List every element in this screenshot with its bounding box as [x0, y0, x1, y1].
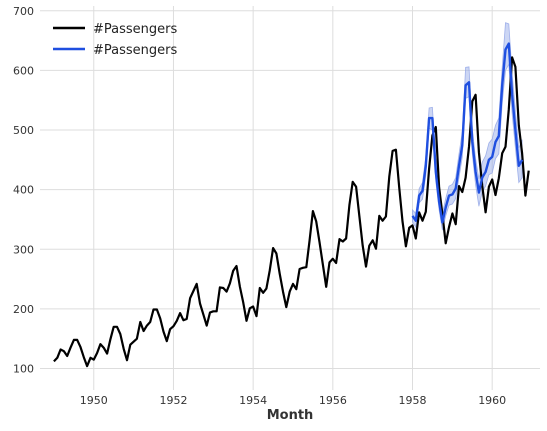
x-axis-ticks: 1950 1952 1954 1956 1958 1960: [80, 394, 506, 407]
y-tick-label: 100: [13, 363, 34, 376]
series-line-observed: [53, 56, 530, 368]
y-tick-label: 200: [13, 303, 34, 316]
x-tick-label: 1960: [478, 394, 506, 407]
x-tick-label: 1952: [159, 394, 187, 407]
x-tick-label: 1958: [399, 394, 427, 407]
series-line-forecast: [411, 42, 524, 224]
y-tick-label: 700: [13, 5, 34, 18]
x-tick-label: 1950: [80, 394, 108, 407]
x-axis-label: Month: [267, 408, 314, 423]
y-tick-label: 600: [13, 64, 34, 77]
grid-lines: [40, 6, 540, 390]
legend: #Passengers #Passengers: [53, 22, 177, 58]
y-tick-label: 300: [13, 243, 34, 256]
x-tick-label: 1954: [239, 394, 267, 407]
x-tick-label: 1956: [319, 394, 347, 407]
legend-label-forecast: #Passengers: [93, 43, 177, 58]
y-tick-label: 400: [13, 184, 34, 197]
series-lines: [53, 42, 530, 368]
y-tick-label: 500: [13, 124, 34, 137]
y-axis-ticks: 100 200 300 400 500 600 700: [13, 5, 34, 376]
legend-label-observed: #Passengers: [93, 22, 177, 37]
